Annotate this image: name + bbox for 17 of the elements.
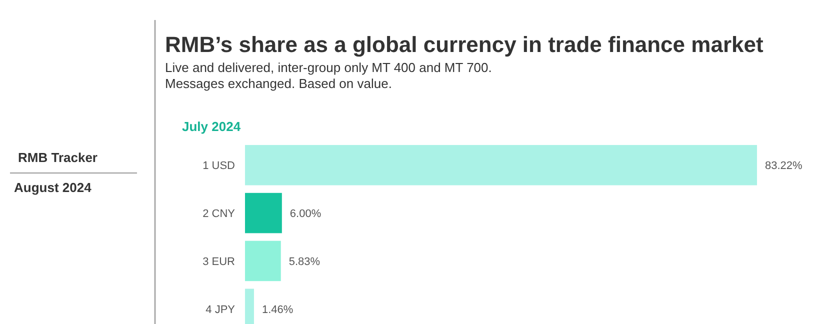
bar [245, 192, 282, 234]
data-label: 83.22% [765, 160, 803, 172]
data-label: 5.83% [288, 256, 320, 268]
text: RMB Tracker [18, 150, 98, 165]
y-tick-label: 1 USD [202, 160, 236, 172]
y-tick-label: 4 JPY [206, 304, 236, 316]
data-label: 6.00% [290, 208, 322, 220]
text: August 2024 [14, 180, 92, 195]
bar [245, 145, 757, 186]
y-tick-label: 3 EUR [202, 256, 236, 268]
text: Live and delivered, inter-group only MT 400 and MT 700. [165, 60, 492, 75]
y-tick-label: 2 CNY [202, 208, 236, 220]
text: Messages exchanged. Based on value. [165, 76, 392, 91]
bar [245, 240, 281, 282]
data-label: 1.46% [262, 304, 294, 316]
chart-title: RMB’s share as a global currency in trade finance market [165, 32, 764, 57]
chart-subtitle: July 2024 [182, 119, 242, 134]
